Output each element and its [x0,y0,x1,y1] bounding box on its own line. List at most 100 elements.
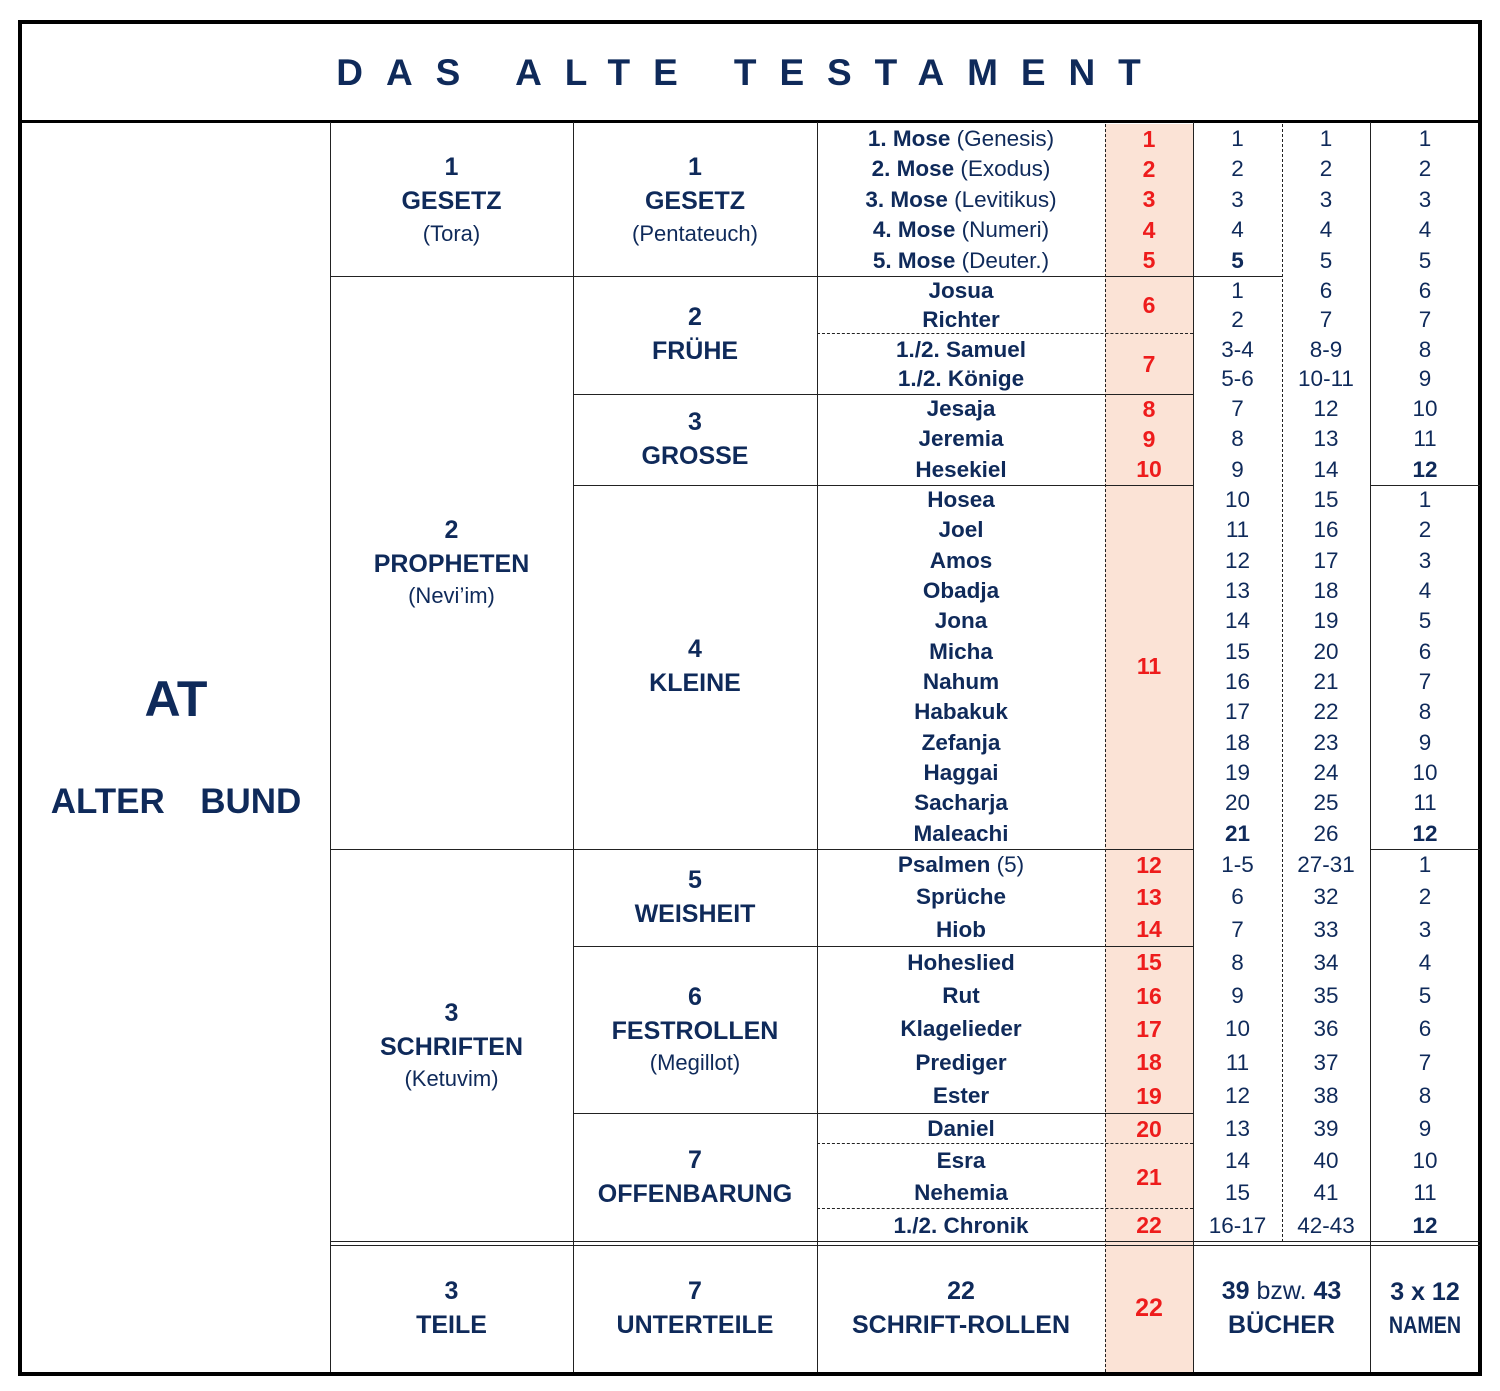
book-name: Habakuk [817,697,1105,727]
book-note: (5) [996,851,1025,877]
teil-cell: 2 PROPHETEN (Nevi’im) [330,276,573,849]
grid-line [1105,124,1106,1372]
book-note: (Exodus) [960,156,1051,182]
book-col8: 6 [1418,638,1432,664]
book-col8: 3 [1418,547,1432,573]
book-title: Haggai [923,759,999,785]
book-col7: 41 [1313,1180,1339,1206]
unterteil-cell: 5 WEISHEIT [573,849,817,946]
book-name: 5. Mose (Deuter.) [817,246,1105,276]
book-title: Psalmen [897,851,991,877]
roll-number: 6 [1142,291,1156,318]
unterteil-sub: (Pentateuch) [632,220,758,246]
grid-line [1193,122,1194,1372]
book-title: 5. Mose [872,247,956,273]
footer-teile-num: 3 [444,1277,459,1306]
book-col7: 24 [1313,759,1339,785]
roll-number: 1 [1142,125,1156,152]
roll-number: 19 [1136,1082,1162,1109]
grid-line [1282,124,1283,1242]
roll-number: 11 [1136,653,1162,680]
book-col8: 8 [1418,336,1432,362]
book-col7: 17 [1313,547,1339,573]
book-col6: 5 [1231,247,1244,273]
book-note: (Genesis) [956,126,1055,151]
book-col6: 7 [1231,395,1244,421]
book-name: Jona [817,606,1105,636]
unterteil-cell: 4 KLEINE [573,485,817,849]
book-name: Rut [817,979,1105,1012]
book-title: Jona [934,608,988,634]
book-name: Micha [817,637,1105,667]
book-name: Sacharja [817,788,1105,818]
roll-number: 9 [1142,425,1156,452]
book-col6: 11 [1225,517,1250,543]
book-name: Daniel [817,1113,1105,1145]
unterteil-num: 4 [688,635,702,664]
roll-number: 15 [1136,949,1162,976]
book-name: 3. Mose (Levitikus) [817,185,1105,215]
book-col6: 5-6 [1221,366,1254,392]
roll-number: 7 [1142,350,1156,377]
teil-sub: (Ketuvim) [404,1066,499,1092]
roll-number: 16 [1136,982,1162,1009]
book-col8: 11 [1413,1180,1437,1206]
unterteil-cell: 7 OFFENBARUNG [573,1113,817,1242]
book-title: Hesekiel [915,456,1007,482]
unterteil-name: KLEINE [649,669,741,697]
footer-buecher-conj: bzw. [1256,1277,1307,1306]
grid-line [330,276,1282,277]
unterteil-name: FRÜHE [651,337,739,365]
book-col8: 10 [1412,395,1438,421]
book-title: Amos [929,547,993,573]
book-col7: 39 [1313,1115,1339,1141]
book-col6: 1 [1231,126,1244,151]
book-col8: 8 [1418,1083,1432,1109]
book-col6: 2 [1231,307,1244,333]
book-col7: 37 [1313,1049,1339,1075]
book-col6: 1-5 [1221,851,1254,877]
teil-num: 2 [444,515,459,544]
book-col7: 1 [1319,126,1333,151]
book-col8: 1 [1418,851,1432,877]
book-title: 1./2. Chronik [893,1212,1029,1238]
book-name: Nahum [817,667,1105,697]
book-title: Zefanja [921,729,1001,755]
grid-line [573,946,1193,947]
book-name: Maleachi [817,819,1105,849]
book-title: Jeremia [918,426,1004,452]
book-col6: 3 [1231,186,1244,212]
unterteil-num: 7 [688,1145,702,1174]
book-col8: 4 [1418,577,1432,603]
book-name: Zefanja [817,728,1105,758]
book-name: Prediger [817,1046,1105,1079]
book-col6: 13 [1224,1115,1251,1141]
roll-number: 5 [1142,247,1156,274]
roll-number: 2 [1142,156,1156,183]
footer-unterteile-num: 7 [688,1277,702,1306]
footer-buecher-label: BÜCHER [1228,1311,1335,1339]
grid-line [573,122,574,1372]
book-note: (Deuter.) [961,247,1050,273]
book-title: Hosea [927,486,995,512]
book-col6: 17 [1224,699,1251,725]
footer-buecher: 39 bzw. 43 BÜCHER [1193,1246,1370,1372]
unterteil-cell: 2 FRÜHE [573,276,817,394]
unterteil-num: 5 [688,865,702,894]
unterteil-name: GESETZ [644,187,745,216]
roll-number: 13 [1136,883,1162,910]
book-col8: 3 [1418,186,1432,212]
book-col6: 18 [1224,729,1251,755]
footer-rollen-label: SCHRIFT-ROLLEN [851,1311,1071,1339]
unterteil-cell: 3 GROSSE [573,394,817,485]
unterteil-name: GROSSE [641,441,749,470]
book-name: Hosea [817,485,1105,515]
book-col6: 12 [1224,1083,1251,1109]
book-title: Ester [932,1083,990,1109]
book-title: Joel [938,517,984,543]
book-col8: 11 [1413,790,1437,816]
book-col6: 9 [1231,456,1244,482]
book-note: (Levitikus) [954,186,1057,212]
book-title: Hoheslied [907,949,1015,975]
book-col8: 5 [1418,982,1432,1008]
